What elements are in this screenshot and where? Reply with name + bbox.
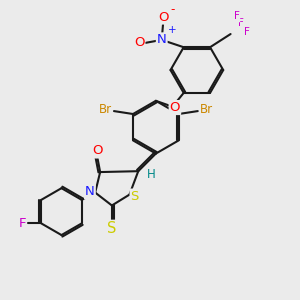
Text: F: F [244, 27, 250, 37]
Text: -: - [170, 3, 175, 16]
Text: O: O [134, 36, 144, 49]
Text: N: N [85, 185, 95, 199]
Text: O: O [158, 11, 168, 23]
Text: S: S [130, 190, 139, 202]
Text: +: + [168, 26, 177, 35]
Text: Br: Br [200, 103, 213, 116]
Text: N: N [157, 33, 166, 46]
Text: F: F [18, 217, 26, 230]
Text: O: O [170, 101, 180, 114]
Text: O: O [92, 145, 103, 158]
Text: F: F [238, 18, 244, 28]
Text: Br: Br [99, 103, 112, 116]
Text: F: F [233, 11, 239, 22]
Text: H: H [147, 168, 156, 181]
Text: S: S [107, 221, 117, 236]
